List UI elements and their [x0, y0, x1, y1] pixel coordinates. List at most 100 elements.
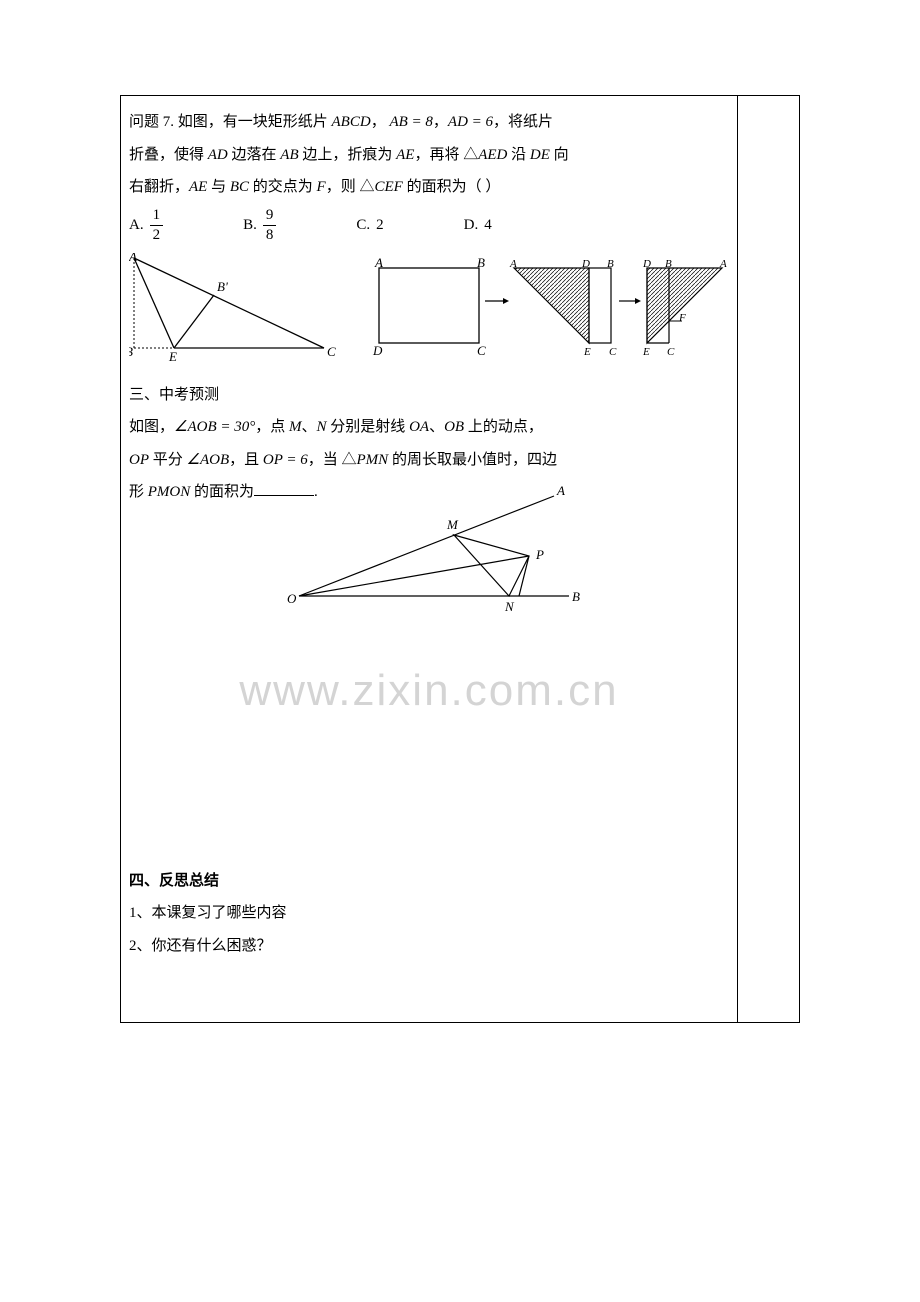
q7-l1-suffix: ，将纸片 — [493, 114, 553, 130]
s3-l1d: 上的动点， — [464, 419, 543, 435]
svg-text:A: A — [129, 253, 137, 264]
svg-text:N: N — [504, 599, 515, 614]
q7-l2d: ，再将 △ — [414, 147, 478, 163]
s3-l1b: ，点 — [255, 419, 289, 435]
s3-l3a: 形 — [129, 484, 148, 500]
q7-l3e: 的面积为（ ） — [403, 179, 501, 195]
option-c: C. 2 — [356, 211, 383, 240]
q7-l2c: 边上，折痕为 — [299, 147, 397, 163]
s3-line2: OP 平分 ∠AOB，且 OP = 6，当 △PMN 的周长取最小值时，四边 — [129, 446, 729, 475]
s3-l2b: 平分 — [149, 452, 187, 468]
q7-aed: AED — [478, 147, 507, 163]
s4-p1: 1、本课复习了哪些内容 — [129, 899, 729, 928]
q7-l2f: 向 — [550, 147, 569, 163]
watermark: www.zixin.com.cn — [129, 649, 729, 733]
svg-text:B: B — [572, 589, 580, 604]
q7-de: DE — [530, 147, 550, 163]
option-a: A. 12 — [129, 208, 163, 243]
q7-ad2: AD — [208, 147, 228, 163]
s3-op: OP — [129, 452, 149, 468]
spacer — [129, 743, 729, 863]
s3-l2d: ，当 △ — [308, 452, 357, 468]
s3-pmon: PMON — [148, 484, 191, 500]
q7-ae: AE — [396, 147, 414, 163]
svg-text:C: C — [609, 346, 617, 358]
svg-text:A: A — [719, 258, 727, 270]
s3-l1c: 分别是射线 — [327, 419, 410, 435]
q7-cef: CEF — [374, 179, 402, 195]
svg-text:E: E — [583, 346, 591, 358]
s3-m: M — [289, 419, 302, 435]
content-table: 问题 7. 如图，有一块矩形纸片 ABCD， AB = 8，AD = 6，将纸片… — [120, 95, 800, 1023]
svg-text:C: C — [667, 346, 675, 358]
q7-prefix: 问题 7. 如图，有一块矩形纸片 — [129, 114, 328, 130]
svg-text:A: A — [509, 258, 517, 270]
svg-text:E: E — [168, 349, 177, 363]
s3-ob: OB — [444, 419, 464, 435]
svg-text:F: F — [678, 312, 686, 324]
svg-text:B: B — [129, 344, 133, 359]
q7-options: A. 12 B. 98 C. 2 D. 4 — [129, 208, 729, 243]
q7-ad: AD = 6 — [448, 114, 493, 130]
svg-text:B: B — [477, 255, 485, 270]
svg-text:A: A — [556, 483, 565, 498]
option-d: D. 4 — [464, 211, 492, 240]
svg-text:O: O — [287, 591, 297, 606]
main-content-cell: 问题 7. 如图，有一块矩形纸片 ABCD， AB = 8，AD = 6，将纸片… — [121, 96, 738, 1023]
s3-sep2: 、 — [429, 419, 444, 435]
q7-ab2: AB — [280, 147, 298, 163]
opt-c-val: 2 — [376, 211, 384, 240]
s3-op6: OP = 6 — [263, 452, 308, 468]
svg-text:D: D — [372, 343, 383, 358]
q7-f: F — [317, 179, 326, 195]
s3-svg: O A B M P N — [269, 481, 589, 621]
opt-d-val: 4 — [484, 211, 492, 240]
s3-line1: 如图，∠AOB = 30°，点 M、N 分别是射线 OA、OB 上的动点， — [129, 413, 729, 442]
svg-text:D: D — [642, 258, 651, 270]
svg-text:B': B' — [217, 279, 228, 294]
opt-b-num: 9 — [263, 208, 277, 226]
svg-text:C: C — [327, 344, 336, 359]
q7-bc: BC — [230, 179, 249, 195]
bottom-spacer — [129, 964, 729, 1014]
q7-line2: 折叠，使得 AD 边落在 AB 边上，折痕为 AE，再将 △AED 沿 DE 向 — [129, 141, 729, 170]
svg-text:C: C — [477, 343, 486, 358]
s3-l2e: 的周长取最小值时，四边 — [388, 452, 557, 468]
s3-l3b: 的面积为 — [190, 484, 254, 500]
opt-a-den: 2 — [150, 226, 164, 243]
s4-p2: 2、你还有什么困惑？ — [129, 932, 729, 961]
section3-title: 三、中考预测 — [129, 381, 729, 410]
s3-oa: OA — [409, 419, 429, 435]
opt-b-label: B. — [243, 211, 257, 240]
svg-text:A: A — [374, 255, 383, 270]
q7-line3: 右翻折，AE 与 BC 的交点为 F，则 △CEF 的面积为（ ） — [129, 173, 729, 202]
svg-text:D: D — [581, 258, 590, 270]
s3-l2c: ，且 — [229, 452, 263, 468]
q7-l2b: 边落在 — [228, 147, 281, 163]
q7-ae2: AE — [189, 179, 207, 195]
side-cell — [738, 96, 800, 1023]
svg-text:B: B — [607, 258, 614, 270]
q7-rect: ABCD — [332, 114, 371, 130]
option-b: B. 98 — [243, 208, 276, 243]
q7-line1: 问题 7. 如图，有一块矩形纸片 ABCD， AB = 8，AD = 6，将纸片 — [129, 108, 729, 137]
section4-title: 四、反思总结 — [129, 867, 729, 896]
svg-text:M: M — [446, 517, 459, 532]
q7-diagrams: A B' B E C A B D C — [129, 253, 729, 373]
q7-l2e: 沿 — [507, 147, 530, 163]
q7-l2a: 折叠，使得 — [129, 147, 208, 163]
q7-l3a: 右翻折， — [129, 179, 189, 195]
s3-sep: 、 — [302, 419, 317, 435]
s3-aob2: ∠AOB — [187, 452, 230, 468]
s3-aob: ∠AOB = 30° — [174, 419, 255, 435]
opt-c-label: C. — [356, 211, 370, 240]
s3-n: N — [317, 419, 327, 435]
q7-l3c: 的交点为 — [249, 179, 317, 195]
s3-l1a: 如图， — [129, 419, 174, 435]
opt-a-label: A. — [129, 211, 144, 240]
q7-ab: AB = 8 — [389, 114, 432, 130]
svg-text:E: E — [642, 346, 650, 358]
q7-l3d: ，则 △ — [326, 179, 375, 195]
svg-text:P: P — [535, 547, 544, 562]
opt-a-num: 1 — [150, 208, 164, 226]
